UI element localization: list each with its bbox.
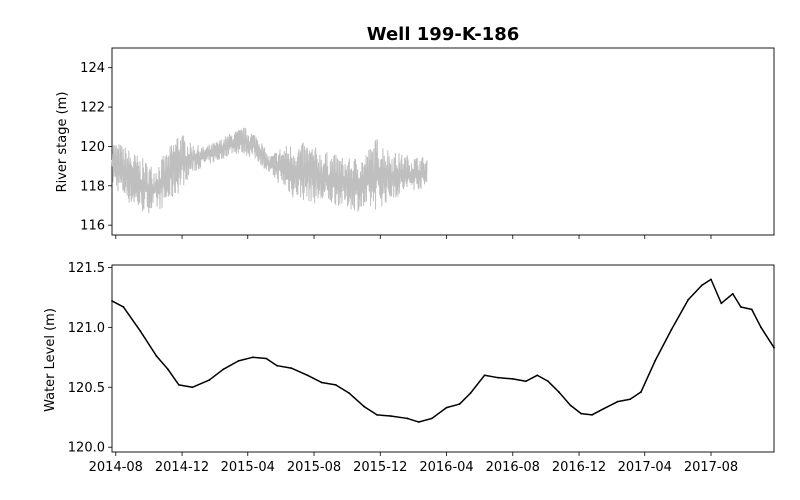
river-stage-x-ticks bbox=[115, 235, 712, 239]
y-tick-label: 120.5 bbox=[68, 381, 105, 396]
river-stage-band bbox=[111, 127, 428, 214]
y-tick-label: 118 bbox=[80, 179, 105, 194]
water-level-x-ticks: 2014-08 2014-12 2015-04 2015-08 2015-12 2016-… bbox=[89, 452, 738, 475]
water-level-line-group bbox=[111, 278, 775, 423]
water-level-point bbox=[376, 413, 378, 416]
water-level-point bbox=[760, 326, 762, 329]
water-level-point bbox=[591, 413, 593, 416]
x-tick-label: 2017-08 bbox=[684, 460, 738, 475]
x-tick-label: 2015-08 bbox=[287, 460, 341, 475]
river-stage-y-ticks: 116 118 120 122 124 bbox=[80, 61, 112, 234]
water-level-point bbox=[208, 379, 211, 381]
water-level-point bbox=[445, 406, 448, 409]
water-level-point bbox=[389, 415, 392, 417]
water-level-point bbox=[139, 330, 142, 332]
river-stage-y-label: River stage (m) bbox=[55, 92, 70, 193]
water-level-point bbox=[640, 391, 642, 393]
water-level-point bbox=[773, 346, 775, 349]
water-level-point bbox=[222, 368, 225, 371]
water-level-point bbox=[547, 380, 549, 383]
river-stage-panel: 116 118 120 122 124 River stage (m) bbox=[55, 47, 775, 239]
water-level-point bbox=[710, 278, 712, 281]
y-tick-label: 122 bbox=[80, 101, 105, 116]
water-level-plot-area bbox=[111, 264, 775, 453]
water-level-point bbox=[750, 308, 753, 311]
water-level-point bbox=[363, 405, 365, 408]
water-level-point bbox=[155, 355, 158, 358]
water-level-point bbox=[167, 368, 169, 371]
y-tick-label: 121.0 bbox=[68, 321, 105, 336]
water-level-point bbox=[511, 377, 514, 380]
water-level-point bbox=[616, 400, 619, 403]
water-level-point bbox=[111, 300, 113, 302]
water-level-point bbox=[237, 359, 240, 362]
water-level-panel: 120.0 120.5 121.0 121.5 2014-08 2014-12 2015-… bbox=[43, 261, 775, 475]
water-level-point bbox=[536, 374, 539, 377]
water-level-series bbox=[111, 278, 775, 423]
water-level-y-ticks: 120.0 120.5 121.0 121.5 bbox=[68, 261, 112, 456]
river-stage-series bbox=[111, 127, 428, 214]
y-tick-label: 120 bbox=[80, 140, 105, 155]
water-level-point bbox=[122, 306, 125, 308]
x-tick-label: 2014-12 bbox=[155, 460, 209, 475]
water-level-point bbox=[654, 359, 656, 362]
water-level-point bbox=[569, 404, 572, 407]
water-level-point bbox=[251, 356, 254, 359]
water-level-point bbox=[290, 367, 293, 369]
water-level-point bbox=[191, 386, 194, 389]
water-level-point bbox=[458, 403, 461, 405]
water-level-point bbox=[739, 306, 742, 308]
x-tick-label: 2016-12 bbox=[552, 460, 606, 475]
water-level-point bbox=[687, 298, 690, 301]
water-level-point bbox=[524, 380, 527, 383]
x-tick-label: 2016-08 bbox=[486, 460, 540, 475]
water-level-point bbox=[306, 374, 309, 377]
water-level-y-label: Water Level (m) bbox=[43, 308, 58, 412]
water-level-point bbox=[417, 421, 420, 423]
water-level-point bbox=[177, 383, 180, 386]
water-level-point bbox=[670, 328, 673, 331]
x-tick-label: 2017-04 bbox=[618, 460, 672, 475]
water-level-point bbox=[602, 407, 605, 410]
x-tick-label: 2015-12 bbox=[353, 460, 407, 475]
y-tick-label: 116 bbox=[80, 219, 105, 234]
water-level-point bbox=[334, 383, 337, 386]
water-level-point bbox=[629, 398, 631, 401]
water-level-point bbox=[265, 357, 268, 360]
y-tick-label: 121.5 bbox=[68, 261, 105, 276]
water-level-point bbox=[406, 417, 409, 420]
y-tick-label: 124 bbox=[80, 61, 105, 76]
water-level-point bbox=[483, 374, 486, 377]
water-level-point bbox=[720, 302, 723, 305]
water-level-point bbox=[700, 284, 703, 287]
x-tick-label: 2015-04 bbox=[221, 460, 275, 475]
water-level-point bbox=[731, 292, 734, 295]
water-level-point bbox=[469, 392, 472, 395]
river-stage-plot-area bbox=[111, 47, 775, 236]
y-tick-label: 120.0 bbox=[68, 441, 105, 456]
water-level-point bbox=[276, 364, 278, 367]
x-tick-label: 2014-08 bbox=[89, 460, 143, 475]
chart-title: Well 199-K-186 bbox=[367, 24, 520, 45]
water-level-point bbox=[320, 381, 323, 384]
x-tick-label: 2016-04 bbox=[419, 460, 473, 475]
water-level-point bbox=[580, 412, 583, 415]
water-level-point bbox=[430, 417, 433, 420]
water-level-point bbox=[348, 392, 351, 395]
water-level-point bbox=[497, 376, 500, 379]
water-level-point bbox=[558, 391, 560, 393]
